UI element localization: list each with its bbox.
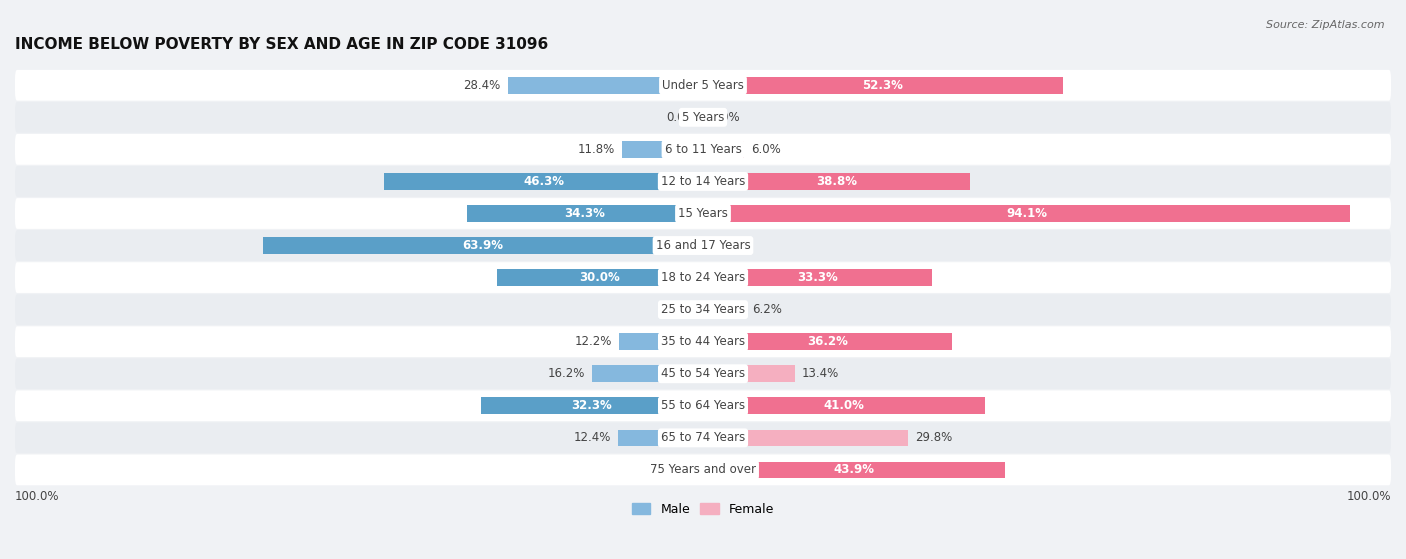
Text: 6.0%: 6.0% — [751, 143, 780, 156]
FancyBboxPatch shape — [15, 423, 1391, 453]
FancyBboxPatch shape — [15, 294, 1391, 325]
Bar — [621, 141, 703, 158]
Text: INCOME BELOW POVERTY BY SEX AND AGE IN ZIP CODE 31096: INCOME BELOW POVERTY BY SEX AND AGE IN Z… — [15, 37, 548, 53]
Text: 35 to 44 Years: 35 to 44 Years — [661, 335, 745, 348]
Bar — [703, 366, 796, 382]
FancyBboxPatch shape — [15, 166, 1391, 197]
FancyBboxPatch shape — [15, 70, 1391, 101]
Text: 0.0%: 0.0% — [710, 239, 740, 252]
Bar — [703, 301, 745, 318]
Text: 16 and 17 Years: 16 and 17 Years — [655, 239, 751, 252]
Text: 0.0%: 0.0% — [666, 111, 696, 124]
Text: 15 Years: 15 Years — [678, 207, 728, 220]
Text: 30.0%: 30.0% — [579, 271, 620, 284]
Text: 63.9%: 63.9% — [463, 239, 503, 252]
Text: 36.2%: 36.2% — [807, 335, 848, 348]
Text: 43.9%: 43.9% — [834, 463, 875, 476]
Bar — [496, 269, 703, 286]
FancyBboxPatch shape — [15, 230, 1391, 261]
Text: 25 to 34 Years: 25 to 34 Years — [661, 303, 745, 316]
FancyBboxPatch shape — [15, 198, 1391, 229]
Text: 28.4%: 28.4% — [464, 79, 501, 92]
Bar — [263, 237, 703, 254]
Text: 16.2%: 16.2% — [547, 367, 585, 380]
Text: 45 to 54 Years: 45 to 54 Years — [661, 367, 745, 380]
Bar — [508, 77, 703, 93]
Bar — [703, 77, 1063, 93]
Text: 33.3%: 33.3% — [797, 271, 838, 284]
Text: 41.0%: 41.0% — [824, 399, 865, 413]
FancyBboxPatch shape — [15, 262, 1391, 293]
Bar — [592, 366, 703, 382]
Bar — [703, 269, 932, 286]
Text: 38.8%: 38.8% — [815, 175, 858, 188]
Text: 65 to 74 Years: 65 to 74 Years — [661, 432, 745, 444]
Bar — [619, 333, 703, 350]
Text: 55 to 64 Years: 55 to 64 Years — [661, 399, 745, 413]
Text: 46.3%: 46.3% — [523, 175, 564, 188]
Text: 6.2%: 6.2% — [752, 303, 782, 316]
FancyBboxPatch shape — [15, 102, 1391, 132]
Bar — [703, 205, 1350, 222]
Text: 100.0%: 100.0% — [15, 490, 59, 503]
Text: 6 to 11 Years: 6 to 11 Years — [665, 143, 741, 156]
FancyBboxPatch shape — [15, 454, 1391, 485]
Bar — [481, 397, 703, 414]
Text: 12 to 14 Years: 12 to 14 Years — [661, 175, 745, 188]
Text: 34.3%: 34.3% — [565, 207, 606, 220]
FancyBboxPatch shape — [15, 134, 1391, 165]
Bar — [688, 462, 703, 479]
Bar — [384, 173, 703, 190]
Text: 100.0%: 100.0% — [1347, 490, 1391, 503]
Text: Source: ZipAtlas.com: Source: ZipAtlas.com — [1267, 20, 1385, 30]
Bar — [703, 462, 1005, 479]
Bar — [703, 173, 970, 190]
Text: 12.2%: 12.2% — [575, 335, 612, 348]
Text: Under 5 Years: Under 5 Years — [662, 79, 744, 92]
FancyBboxPatch shape — [15, 390, 1391, 421]
Bar — [617, 429, 703, 446]
Bar — [703, 333, 952, 350]
Text: 2.2%: 2.2% — [651, 463, 681, 476]
Text: 11.8%: 11.8% — [578, 143, 614, 156]
Text: 12.4%: 12.4% — [574, 432, 610, 444]
Text: 32.3%: 32.3% — [571, 399, 612, 413]
Text: 18 to 24 Years: 18 to 24 Years — [661, 271, 745, 284]
Text: 5 Years: 5 Years — [682, 111, 724, 124]
Legend: Male, Female: Male, Female — [627, 498, 779, 521]
Text: 0.0%: 0.0% — [710, 111, 740, 124]
Text: 29.8%: 29.8% — [915, 432, 952, 444]
Text: 52.3%: 52.3% — [862, 79, 903, 92]
Text: 94.1%: 94.1% — [1007, 207, 1047, 220]
FancyBboxPatch shape — [15, 358, 1391, 389]
Text: 75 Years and over: 75 Years and over — [650, 463, 756, 476]
Bar — [703, 397, 986, 414]
Bar — [703, 429, 908, 446]
Bar — [467, 205, 703, 222]
FancyBboxPatch shape — [15, 326, 1391, 357]
Text: 0.0%: 0.0% — [666, 303, 696, 316]
Bar — [703, 141, 744, 158]
Text: 13.4%: 13.4% — [801, 367, 839, 380]
